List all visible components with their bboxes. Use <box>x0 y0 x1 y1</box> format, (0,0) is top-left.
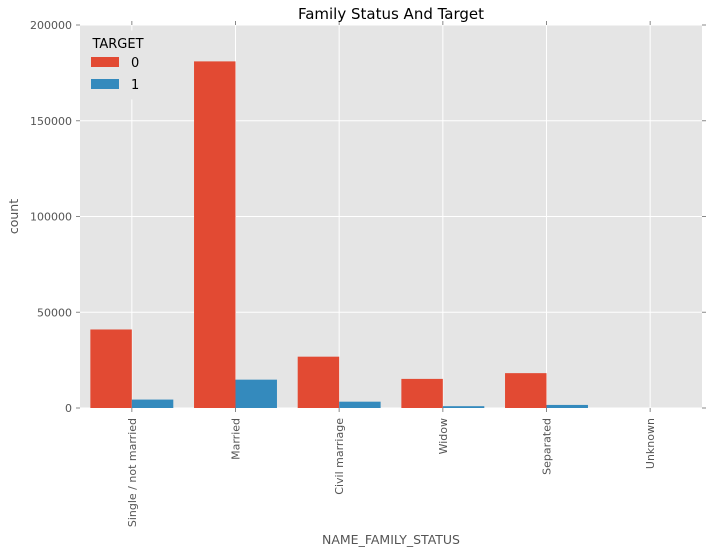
y-tick-label: 0 <box>65 402 72 415</box>
bar-widow-target-0 <box>401 379 442 408</box>
x-axis-label: NAME_FAMILY_STATUS <box>322 532 460 547</box>
x-tick-label: Married <box>230 418 243 460</box>
x-tick-label: Widow <box>437 418 450 454</box>
x-tick-label: Civil marriage <box>333 418 346 495</box>
y-tick-label: 150000 <box>30 115 72 128</box>
x-tick-label: Separated <box>541 418 554 475</box>
legend-swatch-0 <box>91 57 119 67</box>
legend-label-1: 1 <box>131 78 139 93</box>
x-tick-label: Single / not married <box>126 418 139 527</box>
x-tick-label: Unknown <box>644 418 657 469</box>
bar-separated-target-0 <box>505 373 546 408</box>
y-tick-label: 200000 <box>30 19 72 32</box>
legend: TARGET 0 1 <box>85 31 151 99</box>
y-tick-label: 50000 <box>37 306 72 319</box>
bar-civil-marriage-target-1 <box>339 402 380 408</box>
chart-title: Family Status And Target <box>298 5 484 23</box>
bar-married-target-0 <box>194 61 235 408</box>
legend-label-0: 0 <box>131 56 139 71</box>
y-axis-label: count <box>6 199 21 234</box>
bar-separated-target-1 <box>547 405 588 408</box>
bar-widow-target-1 <box>443 406 484 408</box>
y-tick-label: 100000 <box>30 211 72 224</box>
legend-swatch-1 <box>91 79 119 89</box>
bar-single-not-married-target-1 <box>132 400 173 408</box>
bar-civil-marriage-target-0 <box>298 357 339 408</box>
bar-single-not-married-target-0 <box>90 329 131 408</box>
legend-title: TARGET <box>91 37 143 52</box>
bar-married-target-1 <box>236 380 277 408</box>
